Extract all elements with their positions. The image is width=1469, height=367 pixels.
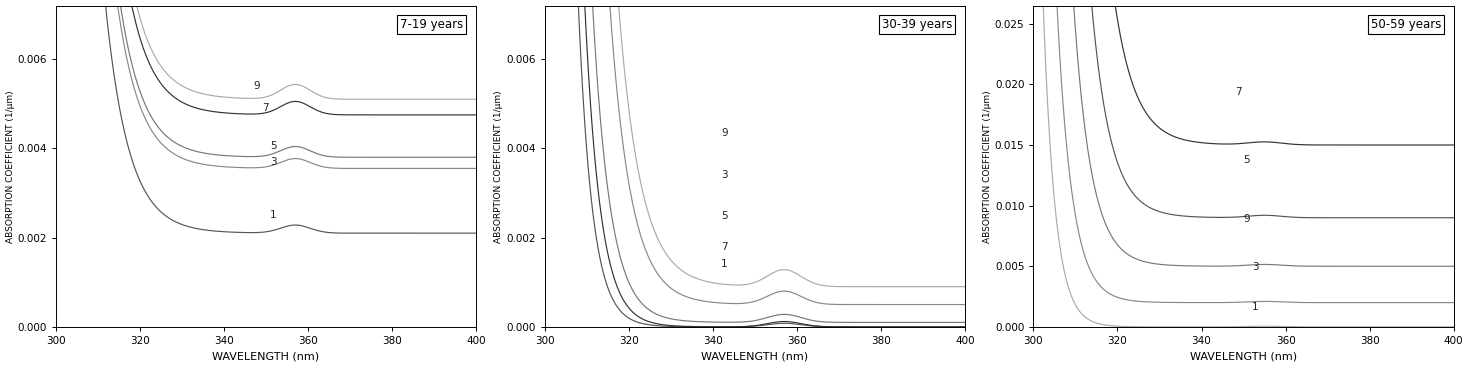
Text: 1: 1 xyxy=(1252,302,1259,312)
Text: 1: 1 xyxy=(721,259,727,269)
Text: 50-59 years: 50-59 years xyxy=(1371,18,1441,32)
Text: 9: 9 xyxy=(253,81,260,91)
Text: 1: 1 xyxy=(270,210,276,220)
Text: 7-19 years: 7-19 years xyxy=(400,18,463,32)
Y-axis label: ABSORPTION COEFFICIENT (1/μm): ABSORPTION COEFFICIENT (1/μm) xyxy=(495,90,504,243)
Text: 5: 5 xyxy=(270,141,276,151)
Y-axis label: ABSORPTION COEFFICIENT (1/μm): ABSORPTION COEFFICIENT (1/μm) xyxy=(983,90,992,243)
X-axis label: WAVELENGTH (nm): WAVELENGTH (nm) xyxy=(213,352,320,361)
Text: 3: 3 xyxy=(1252,262,1259,272)
X-axis label: WAVELENGTH (nm): WAVELENGTH (nm) xyxy=(701,352,808,361)
X-axis label: WAVELENGTH (nm): WAVELENGTH (nm) xyxy=(1190,352,1297,361)
Text: 5: 5 xyxy=(1244,155,1250,164)
Text: 7: 7 xyxy=(721,243,727,252)
Text: 9: 9 xyxy=(721,128,727,138)
Text: 30-39 years: 30-39 years xyxy=(881,18,952,32)
Text: 5: 5 xyxy=(721,211,727,221)
Text: 7: 7 xyxy=(261,103,269,113)
Y-axis label: ABSORPTION COEFFICIENT (1/μm): ABSORPTION COEFFICIENT (1/μm) xyxy=(6,90,15,243)
Text: 3: 3 xyxy=(721,170,727,180)
Text: 7: 7 xyxy=(1235,87,1241,97)
Text: 3: 3 xyxy=(270,157,276,167)
Text: 9: 9 xyxy=(1244,214,1250,224)
